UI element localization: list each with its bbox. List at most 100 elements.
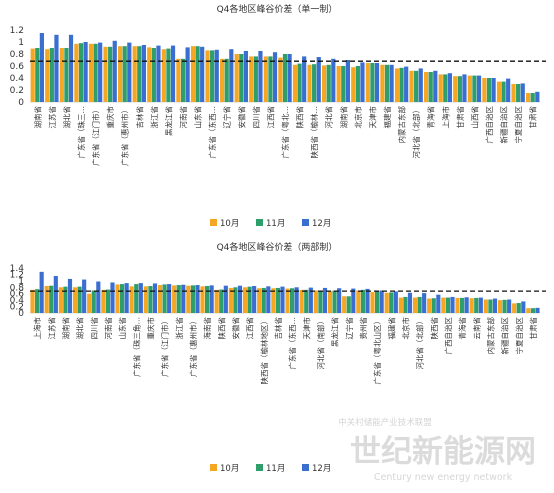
x-tick-label: 安徽省 [236,106,246,129]
legend-label: 10月 [220,219,239,229]
x-tick-label: 吉林省 [273,317,283,340]
bar-nov [332,290,337,313]
x-tick-label: 湖北省 [75,317,85,340]
y-tick-label: 0.2 [10,303,24,313]
bar-dec [535,307,540,313]
bar-dec [422,293,427,313]
bar-nov [162,284,167,313]
bar-nov [63,286,68,313]
bar-nov [261,287,266,313]
bar-nov [399,67,404,102]
bar-oct [249,56,254,102]
bar-nov [384,64,390,102]
bar-dec [379,290,384,313]
bar-dec [167,284,172,313]
bar-nov [304,289,309,313]
watermark-text: 中关村储能产业技术联盟 [338,417,432,428]
bar-nov [282,54,288,102]
bar-nov [151,48,156,102]
bar-oct [115,284,120,313]
bar-nov [360,289,365,313]
bar-dec [322,287,328,313]
bar-oct [351,67,356,102]
bar-oct [424,72,429,102]
bar-nov [205,286,210,313]
bar-nov [275,287,280,313]
bar-dec [389,64,394,102]
bar-dec [243,51,248,102]
bar-nov [91,290,96,313]
bar-dec [39,271,44,313]
bar-dec [214,49,219,102]
chart-title: Q4各地区峰谷价差（单一制） [217,3,338,15]
bar-nov [233,287,238,313]
bar-oct [512,303,517,313]
x-tick-label: 四川省 [89,317,99,340]
bar-dec [360,62,365,102]
bar-nov [219,289,224,313]
bar-oct [87,293,92,313]
x-tick-label: 陕西省 [216,317,226,340]
x-tick-label: 甘肃省 [528,317,538,340]
bar-dec [462,74,467,102]
bar-oct [511,84,516,102]
bar-oct [467,75,472,102]
y-tick-label: 0.6 [10,62,25,72]
bar-dec [54,34,59,102]
bar-dec [96,281,101,313]
bar-dec [521,301,526,313]
bar-nov [239,54,244,102]
x-tick-label: 江苏省 [46,317,56,340]
bar-oct [74,43,79,102]
x-tick-label: 辽宁省 [344,317,354,340]
x-tick-label: 新疆自治区 [499,106,509,144]
bar-oct [526,93,531,102]
bar-nov [134,284,139,313]
x-tick-label: 广东省（惠州市） [120,106,130,166]
x-tick-label: 四川省 [251,106,261,129]
bar-dec [393,291,398,313]
x-tick-label: 江苏省 [47,106,57,129]
x-tick-label: 宁夏自治区 [514,317,524,355]
bar-nov [190,285,195,313]
bar-dec [337,288,342,313]
x-tick-label: 陕西省 [295,106,305,129]
bar-nov [530,308,535,313]
x-tick-label: 甘肃省 [528,106,538,129]
bar-dec [141,45,146,102]
bar-dec [351,288,356,313]
legend-swatch [302,464,309,471]
x-tick-label: 广东省（粤北山区） [372,317,382,385]
bar-dec [520,83,525,102]
bar-dec [374,63,380,102]
bar-nov [64,48,69,102]
bar-nov [389,292,394,313]
bar-nov [445,297,450,313]
bar-dec [491,78,496,102]
bar-oct [299,289,304,313]
bar-dec [433,70,438,102]
x-tick-label: 广东省（东西… [287,317,297,370]
bar-oct [44,286,49,313]
bar-oct [157,285,163,313]
bar-oct [59,48,64,102]
bar-nov [290,288,295,313]
x-tick-label: 宁夏自治区 [513,106,523,144]
bar-dec [181,284,186,313]
bar-oct [427,298,432,313]
bar-nov [457,76,462,102]
bar-dec [272,52,278,102]
bar-dec [83,42,88,102]
x-tick-label: 黑龙江省 [330,317,340,347]
bar-dec [287,54,292,102]
x-tick-label: 青海省 [457,317,467,340]
bar-oct [483,299,488,313]
bar-dec [492,298,498,313]
bar-nov [417,296,422,313]
bar-oct [220,58,225,102]
bar-nov [428,72,433,102]
y-tick-label: 0.8 [10,283,25,293]
bar-dec [68,34,74,102]
bar-nov [247,286,252,313]
bar-dec [535,91,540,102]
